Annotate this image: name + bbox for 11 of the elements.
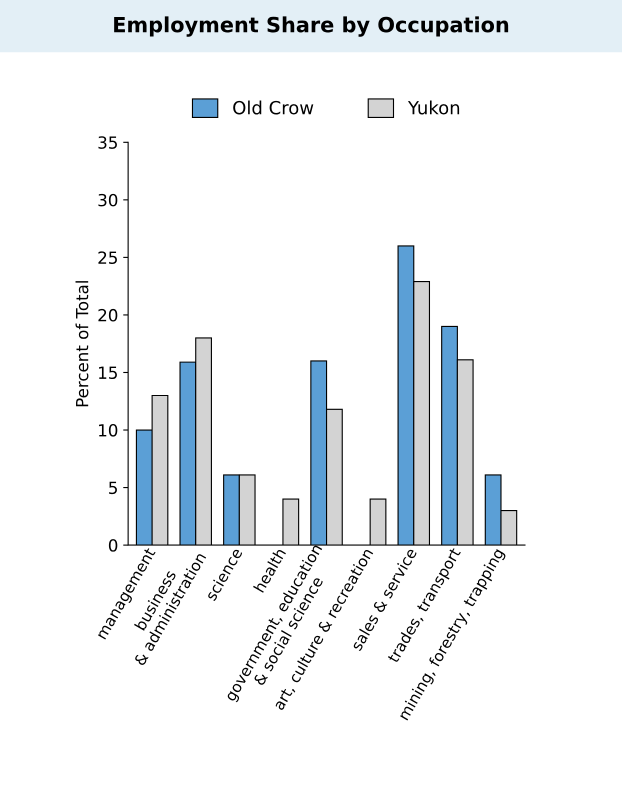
y-tick-label: 15 bbox=[99, 366, 117, 380]
legend-label: Yukon bbox=[408, 100, 460, 115]
y-tick-label: 20 bbox=[98, 308, 118, 322]
y-tick-label: 30 bbox=[98, 194, 118, 206]
y-tick-label: 5 bbox=[109, 482, 117, 494]
y-tick-label: 35 bbox=[98, 136, 117, 149]
y-axis-title: Percent of Total bbox=[76, 281, 88, 406]
y-tick-label: 25 bbox=[98, 251, 117, 264]
legend-label: Old Crow bbox=[233, 100, 314, 115]
y-tick-label: 10 bbox=[99, 424, 118, 437]
chart-title: Employment Share by Occupation bbox=[114, 16, 508, 37]
